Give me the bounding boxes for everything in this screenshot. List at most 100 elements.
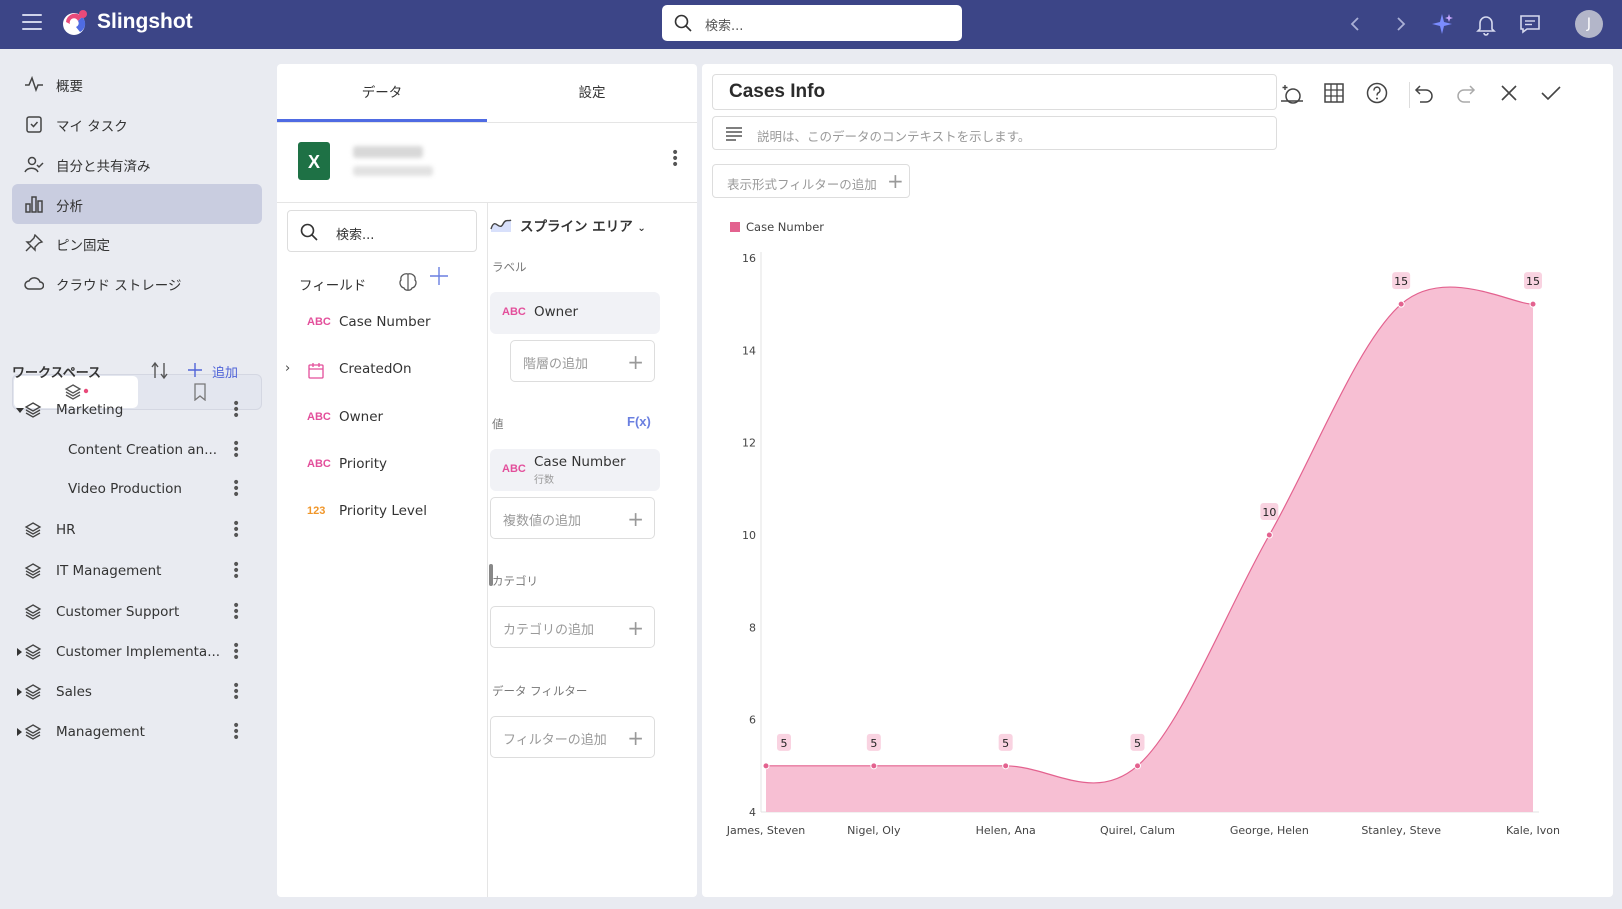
nav-item-overview[interactable]: 概要 [12,64,262,104]
add-category-button[interactable]: カテゴリの追加 + [490,606,655,648]
field-type-icon: ABC [307,458,331,470]
y-tick-label: 4 [749,806,756,819]
search-icon [674,14,692,32]
label-field-pill[interactable]: ABC Owner [490,292,660,334]
x-tick-label: Stanley, Steve [1361,824,1441,837]
value-field-pill[interactable]: ABC Case Number 行数 [490,449,660,491]
data-label: 5 [1002,737,1009,750]
help-icon[interactable] [1365,81,1389,105]
add-workspace-button[interactable]: 追加 [187,360,251,381]
caret-right-icon[interactable] [17,728,22,736]
caret-right-icon[interactable] [17,688,22,696]
workspace-item[interactable]: HR • • • [0,512,262,548]
add-field-icon[interactable] [429,266,449,286]
more-options-icon[interactable]: • • • [232,516,241,544]
more-options-icon[interactable]: • • • [232,718,241,746]
nav-item-shared-with-me[interactable]: 自分と共有済み [12,144,262,184]
caret-down-icon[interactable] [16,408,24,413]
data-label: 5 [781,737,788,750]
chat-icon[interactable] [1518,12,1542,36]
redo-icon[interactable] [1454,81,1478,105]
field-name: Priority [339,456,388,472]
field-item[interactable]: ABC Priority [297,451,477,481]
app-name: Slingshot [97,10,193,33]
global-search-input[interactable]: 検索... [662,5,962,41]
nav-item-label: 分析 [56,199,83,215]
viz-title-input[interactable]: Cases Info [712,74,1277,110]
visualization-panel: Cases Info 説明は、このデータのコンテキストを示します。 表示形式フィ… [702,64,1613,897]
datasource-more-icon[interactable]: • • • [671,145,680,173]
workspace-title: ワークスペース [12,366,102,381]
hamburger-menu-icon[interactable] [22,14,42,32]
field-type-icon: ABC [307,411,331,423]
segment-workspaces[interactable] [14,376,138,408]
table-view-icon[interactable] [1322,81,1346,105]
formula-button[interactable]: F(x) [627,414,651,429]
ai-sparkle-icon[interactable] [1430,12,1454,36]
more-options-icon[interactable]: • • • [232,396,241,424]
tab-divider [277,122,697,123]
close-icon[interactable] [1497,81,1521,105]
field-item[interactable]: 123 Priority Level [297,498,477,528]
y-tick-label: 16 [742,252,756,265]
layers-icon [64,384,89,400]
workspace-item[interactable]: Content Creation an... • • • [0,432,262,468]
bookmark-icon[interactable] [193,383,207,401]
brain-icon[interactable] [397,272,419,292]
sort-icon[interactable] [150,361,170,381]
y-tick-label: 6 [749,714,756,727]
plus-icon: + [627,726,644,750]
user-avatar[interactable]: J [1575,10,1603,38]
workspace-item[interactable]: Management • • • [0,714,262,750]
add-viz-filter-label: 表示形式フィルターの追加 [727,177,877,192]
viz-description-input[interactable]: 説明は、このデータのコンテキストを示します。 [712,116,1277,150]
nav-item-analytics[interactable]: 分析 [12,184,262,224]
description-placeholder: 説明は、このデータのコンテキストを示します。 [757,129,1031,144]
add-filter-button[interactable]: フィルターの追加 + [490,716,655,758]
more-options-icon[interactable]: • • • [232,475,241,503]
nav-item-pinned[interactable]: ピン固定 [12,223,262,263]
nav-item-my-tasks[interactable]: マイ タスク [12,104,262,144]
viz-type-selector[interactable]: スプライン エリア ⌄ [520,215,646,235]
field-item[interactable]: ABC Case Number [297,309,477,339]
data-label-bg [1130,733,1145,751]
plus-icon: + [627,350,644,374]
tab-settings[interactable]: 設定 [578,85,606,101]
field-search-input[interactable]: 検索... [287,210,477,252]
add-viz-filter-button[interactable]: 表示形式フィルターの追加 + [712,164,910,198]
field-name: Priority Level [339,503,427,519]
panel-resize-handle[interactable] [489,564,493,586]
confirm-check-icon[interactable] [1539,81,1563,105]
more-options-icon[interactable]: • • • [232,598,241,626]
more-options-icon[interactable]: • • • [232,678,241,706]
datasource-path-blurred [353,166,433,176]
workspace-item[interactable]: IT Management • • • [0,553,262,589]
chevron-right-icon[interactable]: › [285,361,291,376]
workspace-item[interactable]: Video Production • • • [0,471,262,507]
bell-icon[interactable] [1474,12,1498,36]
field-item[interactable]: › CreatedOn [285,356,477,386]
tab-data[interactable]: データ [361,85,403,101]
chart-type-icon[interactable] [1279,81,1305,107]
more-options-icon[interactable]: • • • [232,557,241,585]
workspace-item[interactable]: Customer Implementa... • • • [0,634,262,670]
workspace-item[interactable]: Sales • • • [0,674,262,710]
workspace-item[interactable]: Marketing • • • [0,392,262,428]
add-value-button[interactable]: 複数値の追加 + [490,497,655,539]
back-arrow-icon[interactable] [1344,12,1368,36]
y-tick-label: 10 [742,529,756,542]
more-options-icon[interactable]: • • • [232,436,241,464]
data-label: 10 [1262,506,1276,519]
field-item[interactable]: ABC Owner [297,404,477,434]
data-point [1002,762,1010,770]
nav-item-cloud-storage[interactable]: クラウド ストレージ [12,263,262,303]
forward-arrow-icon[interactable] [1388,12,1412,36]
undo-icon[interactable] [1412,81,1436,105]
workspace-item[interactable]: Customer Support • • • [0,594,262,630]
add-hierarchy-button[interactable]: 階層の追加 + [510,340,655,382]
nav-item-label: クラウド ストレージ [56,278,182,294]
sidebar: 概要 マイ タスク 自分と共有済み 分析 ピン固定 クラウド ストレージ ワーク… [0,49,272,909]
nav-item-label: 自分と共有済み [56,159,151,175]
more-options-icon[interactable]: • • • [232,638,241,666]
caret-right-icon[interactable] [17,648,22,656]
